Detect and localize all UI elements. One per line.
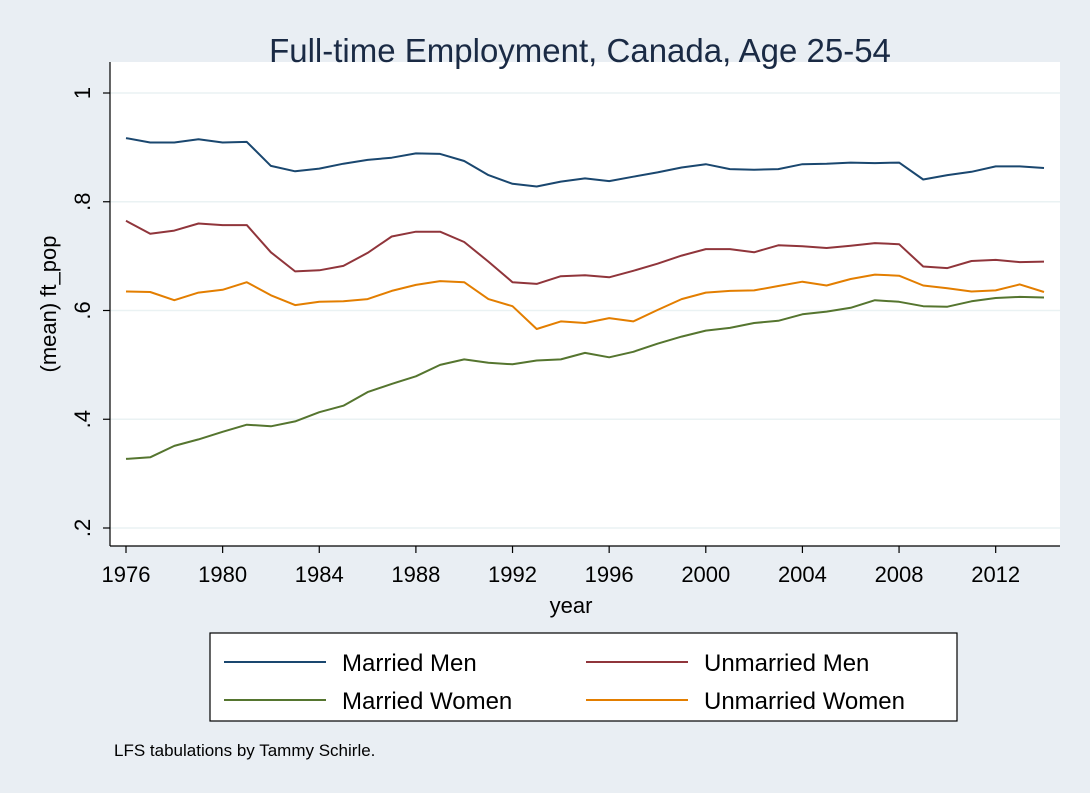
y-ticks: .2 .4 .6 .8 1 [70, 87, 110, 537]
x-tick-label: 1976 [102, 562, 151, 587]
legend-label-married-women: Married Women [342, 688, 512, 715]
y-tick-label: .8 [70, 193, 95, 211]
legend-box [209, 632, 958, 722]
x-tick-label: 1996 [585, 562, 634, 587]
legend: Married Men Unmarried Men Married Women Unm… [224, 650, 905, 715]
chart-title: Full-time Employment, Canada, Age 25-54 [269, 32, 891, 69]
x-axis-title: year [550, 593, 593, 618]
x-ticks: 1976 1980 1984 1988 1992 1996 2000 2004 2008 2012 [102, 546, 1020, 587]
x-tick-label: 2000 [681, 562, 730, 587]
x-tick-label: 1992 [488, 562, 537, 587]
axes [109, 62, 1060, 547]
x-tick-label: 1984 [295, 562, 344, 587]
legend-label-married-men: Married Men [342, 650, 477, 677]
y-axis-title: (mean) ft_pop [36, 236, 61, 373]
x-tick-label: 1980 [198, 562, 247, 587]
series-line-unmarried-women [125, 273, 1045, 330]
legend-label-unmarried-men: Unmarried Men [704, 650, 869, 677]
y-tick-label: .4 [70, 410, 95, 428]
series-line-married-women [125, 295, 1045, 460]
series-line-married-men [125, 137, 1045, 188]
x-tick-label: 2004 [778, 562, 827, 587]
grid [110, 92, 1060, 529]
y-tick-label: 1 [70, 87, 95, 99]
x-tick-label: 2012 [971, 562, 1020, 587]
series-line-unmarried-men [125, 219, 1045, 285]
y-tick-label: .6 [70, 301, 95, 319]
y-tick-label: .2 [70, 519, 95, 537]
source-note: LFS tabulations by Tammy Schirle. [114, 741, 375, 760]
plot-area [110, 62, 1060, 546]
legend-label-unmarried-women: Unmarried Women [704, 688, 905, 715]
x-tick-label: 2008 [875, 562, 924, 587]
x-tick-label: 1988 [391, 562, 440, 587]
series-lines [125, 137, 1045, 460]
